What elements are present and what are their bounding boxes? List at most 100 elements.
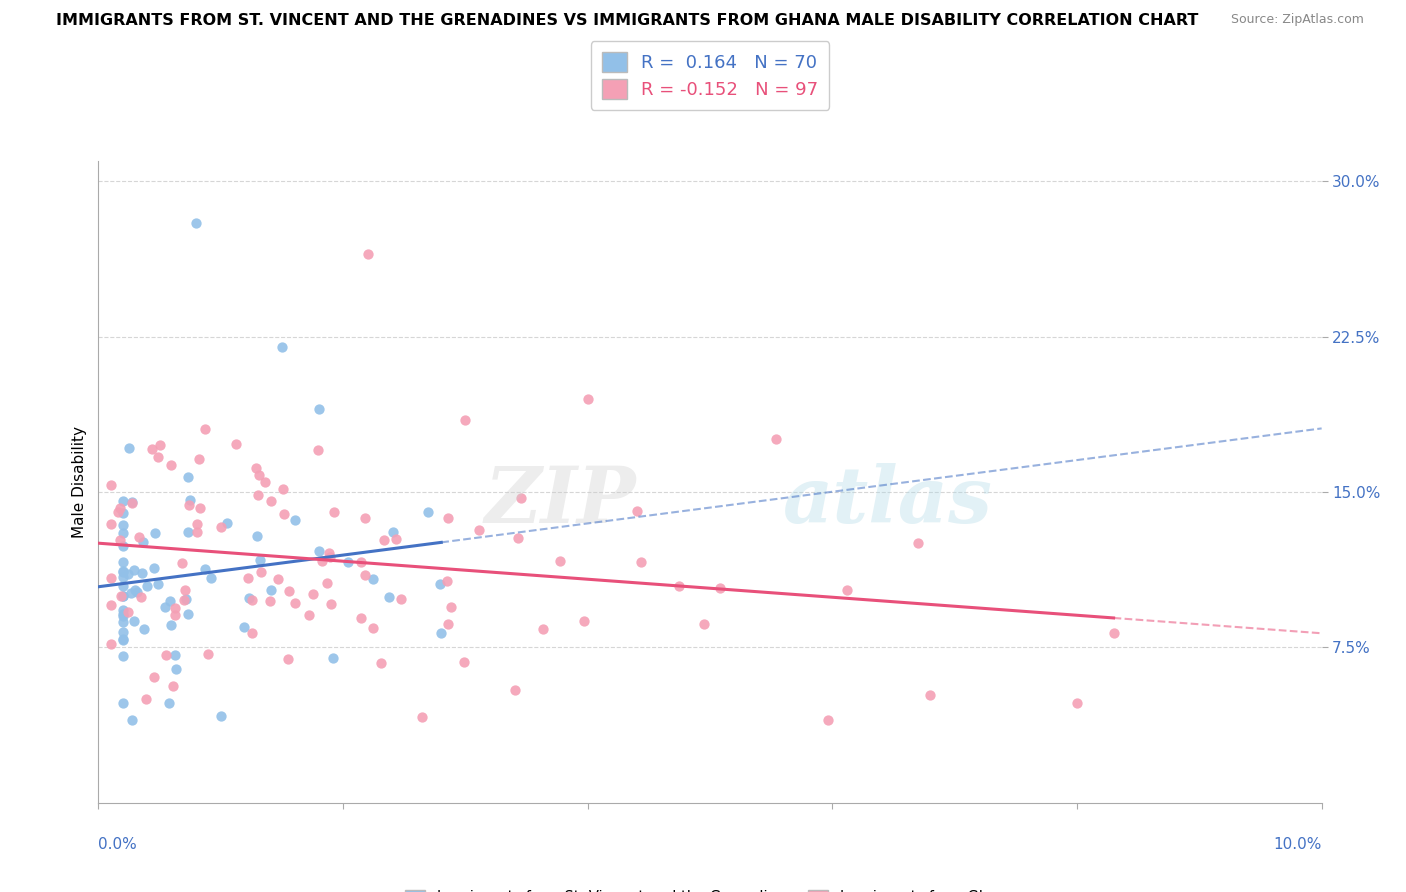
Point [100, 571, 122, 585]
Point [111, 589, 134, 603]
Point [111, 564, 134, 578]
Point [247, 488, 270, 502]
Point [225, 436, 247, 450]
Point [1102, 626, 1125, 640]
Point [354, 568, 377, 582]
Point [194, 562, 217, 576]
Point [160, 617, 183, 632]
Point [111, 570, 134, 584]
Point [307, 442, 329, 457]
Point [259, 593, 281, 607]
Point [384, 532, 406, 546]
Point [111, 494, 134, 508]
Point [172, 556, 194, 570]
Point [117, 567, 139, 582]
Point [188, 452, 211, 467]
Point [165, 601, 187, 615]
Text: atlas: atlas [783, 463, 993, 539]
Point [322, 651, 344, 665]
Point [149, 438, 172, 452]
Text: Source: ZipAtlas.com: Source: ZipAtlas.com [1230, 13, 1364, 27]
Point [297, 607, 319, 622]
Point [160, 458, 183, 472]
Point [429, 576, 451, 591]
Point [186, 524, 208, 539]
Point [142, 561, 165, 575]
Point [260, 582, 283, 597]
Point [430, 626, 453, 640]
Point [100, 477, 122, 491]
Point [236, 571, 259, 585]
Point [246, 529, 269, 543]
Point [626, 504, 648, 518]
Point [373, 533, 395, 547]
Y-axis label: Male Disability: Male Disability [72, 425, 87, 538]
Point [506, 531, 529, 545]
Point [211, 520, 233, 534]
Point [576, 392, 599, 406]
Point [240, 593, 263, 607]
Point [350, 611, 373, 625]
Point [389, 591, 412, 606]
Point [100, 637, 122, 651]
Point [817, 713, 839, 727]
Point [131, 590, 153, 604]
Point [411, 710, 433, 724]
Point [217, 516, 239, 530]
Point [128, 530, 150, 544]
Point [709, 581, 731, 595]
Point [173, 592, 195, 607]
Point [177, 524, 200, 539]
Point [233, 620, 256, 634]
Point [370, 656, 392, 670]
Point [270, 340, 292, 354]
Point [100, 516, 122, 531]
Point [155, 648, 177, 662]
Point [453, 655, 475, 669]
Text: 0.0%: 0.0% [98, 837, 138, 852]
Point [157, 696, 180, 710]
Point [349, 555, 371, 569]
Point [111, 526, 134, 541]
Point [163, 607, 186, 622]
Point [356, 247, 378, 261]
Text: ZIP: ZIP [485, 463, 637, 539]
Point [920, 688, 942, 702]
Point [111, 506, 134, 520]
Point [361, 572, 384, 586]
Point [531, 622, 554, 636]
Text: 10.0%: 10.0% [1274, 837, 1322, 852]
Point [260, 494, 283, 508]
Point [111, 648, 134, 663]
Point [574, 614, 596, 628]
Point [111, 579, 134, 593]
Point [177, 607, 200, 621]
Point [179, 493, 201, 508]
Point [308, 402, 330, 417]
Point [336, 555, 359, 569]
Point [176, 469, 198, 483]
Point [110, 589, 132, 603]
Point [174, 583, 197, 598]
Point [143, 525, 166, 540]
Point [121, 495, 143, 509]
Point [765, 432, 787, 446]
Point [454, 412, 477, 426]
Point [108, 533, 131, 547]
Point [174, 591, 197, 606]
Point [323, 505, 346, 519]
Point [437, 511, 460, 525]
Point [907, 536, 929, 550]
Point [111, 566, 134, 580]
Point [179, 498, 201, 512]
Point [693, 616, 716, 631]
Point [245, 461, 267, 475]
Point [117, 605, 139, 619]
Point [436, 574, 458, 589]
Point [302, 587, 325, 601]
Point [509, 491, 531, 506]
Point [186, 216, 208, 230]
Point [266, 573, 288, 587]
Point [108, 501, 131, 516]
Point [135, 579, 157, 593]
